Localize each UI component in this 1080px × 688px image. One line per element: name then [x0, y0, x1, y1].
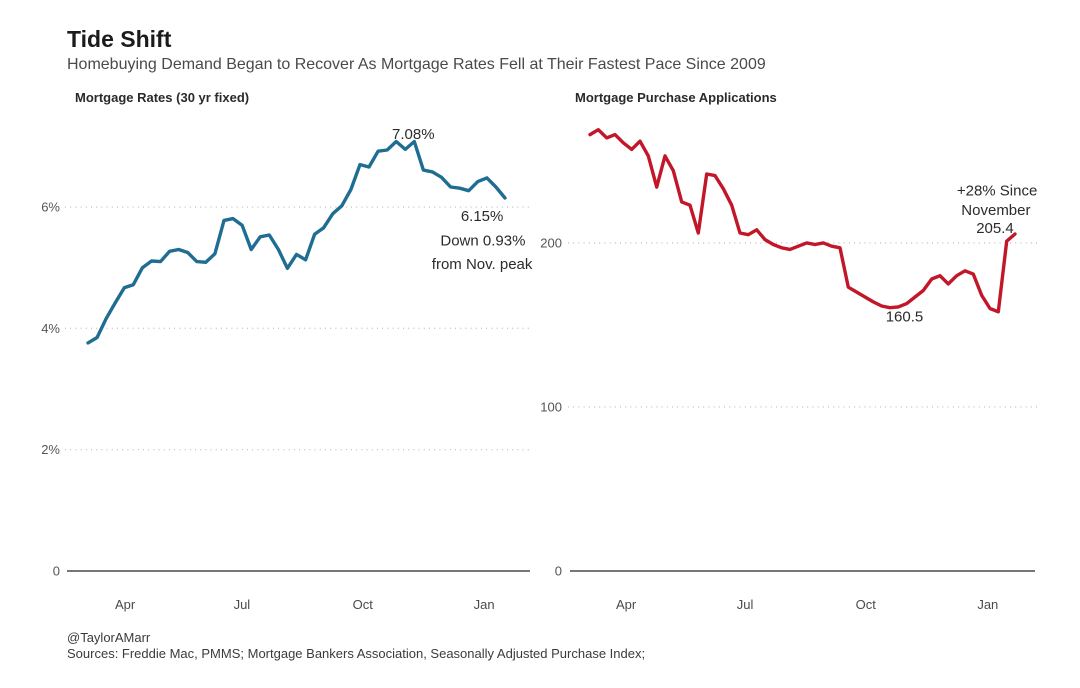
y-tick-label: 200: [540, 235, 562, 250]
rates-chart-title: Mortgage Rates (30 yr fixed): [75, 90, 250, 105]
x-tick-label: Jul: [234, 597, 251, 612]
x-tick-label: Jul: [737, 597, 754, 612]
series-line: [588, 127, 1017, 314]
page-title: Tide Shift: [67, 26, 172, 52]
annotation: from Nov. peak: [432, 256, 533, 273]
x-tick-label: Jan: [474, 597, 495, 612]
annotation: 205.4: [976, 220, 1014, 237]
annotation: 6.15%: [461, 208, 504, 225]
y-tick-label: 4%: [41, 321, 60, 336]
applications-chart-title: Mortgage Purchase Applications: [575, 90, 777, 105]
annotation: November: [961, 202, 1030, 219]
x-tick-label: Oct: [856, 597, 877, 612]
x-tick-label: Oct: [353, 597, 374, 612]
y-tick-label: 100: [540, 399, 562, 414]
y-tick-label: 2%: [41, 442, 60, 457]
annotation: 160.5: [886, 309, 924, 326]
figure-footer: @TaylorAMarr Sources: Freddie Mac, PMMS;…: [67, 630, 645, 661]
y-tick-label: 0: [555, 564, 562, 579]
sources-note: Sources: Freddie Mac, PMMS; Mortgage Ban…: [67, 645, 646, 661]
annotation: 7.08%: [392, 126, 435, 143]
x-tick-label: Apr: [616, 597, 637, 612]
page-subtitle: Homebuying Demand Began to Recover As Mo…: [67, 56, 766, 73]
series-line: [86, 139, 507, 345]
x-tick-label: Apr: [115, 597, 136, 612]
mortgage-rates-line-chart: 0 2% 4% 6% Apr Jul Oct Jan 7.08% 6.15% Down 0.93% f…: [41, 126, 533, 612]
purchase-applications-line-chart: 0 100 200 Apr Jul Oct Jan +28% Since November205…: [540, 127, 1037, 612]
x-tick-label: Jan: [977, 597, 998, 612]
y-tick-label: 6%: [41, 200, 60, 215]
author-handle: @TaylorAMarr: [67, 630, 151, 645]
y-tick-label: 0: [53, 564, 60, 579]
annotation: Down 0.93%: [440, 232, 525, 249]
annotation: +28% Since: [957, 182, 1037, 199]
